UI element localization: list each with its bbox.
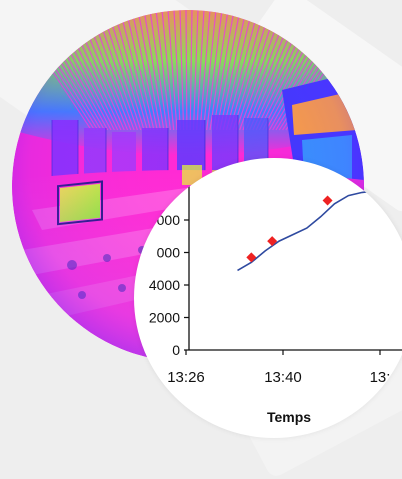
y-tick-labels: 0 2000 4000 000 000 <box>149 212 189 358</box>
x-tick-labels: 13:26 13:40 13: <box>167 350 390 386</box>
y-tick-label: 4000 <box>149 277 180 293</box>
series-line <box>237 188 390 272</box>
line-chart: 0 2000 4000 000 000 13:26 13:40 13: Temps <box>149 158 402 425</box>
data-marker <box>322 195 333 206</box>
x-axis-title: Temps <box>267 409 311 425</box>
y-tick-label: 000 <box>157 212 181 228</box>
x-tick-label: 13: <box>370 369 391 386</box>
y-tick-label: 0 <box>172 342 180 358</box>
data-marker <box>246 252 257 263</box>
x-tick-label: 13:40 <box>264 369 302 386</box>
x-tick-label: 13:26 <box>167 369 205 386</box>
y-tick-label: 2000 <box>149 310 180 326</box>
graph-zoom-circle: 0 2000 4000 000 000 13:26 13:40 13: Temps <box>134 158 402 438</box>
y-tick-label: 000 <box>157 245 181 261</box>
data-marker <box>267 236 278 247</box>
